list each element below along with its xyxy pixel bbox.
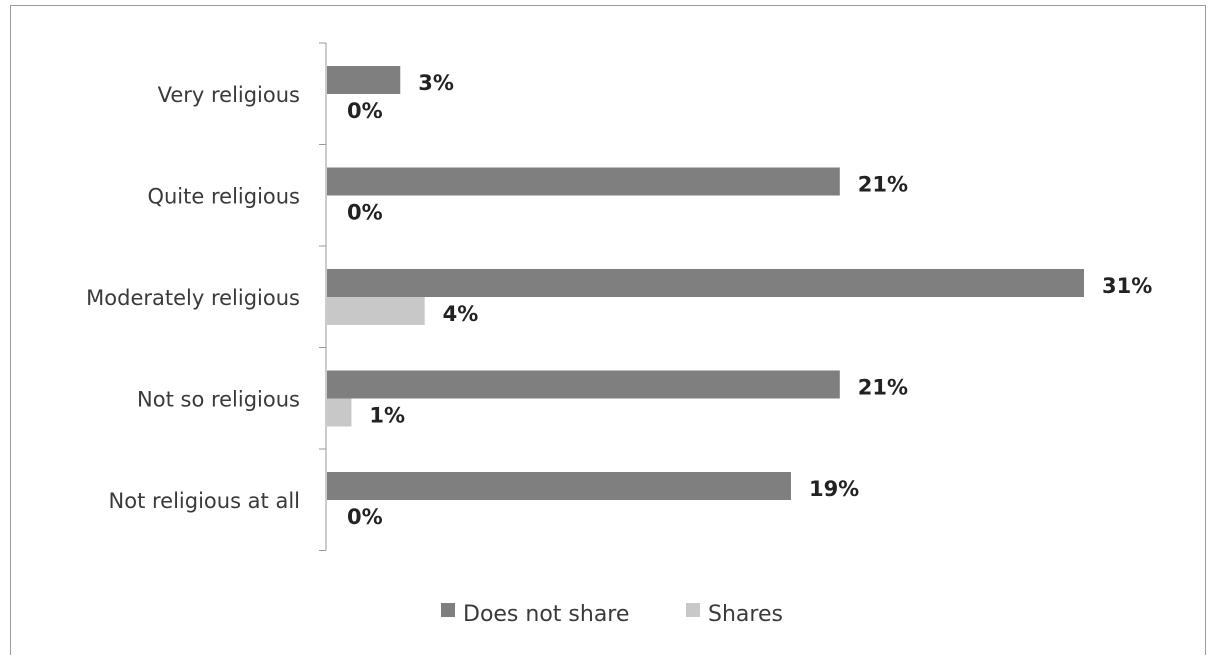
bar-does-not-share-moderately-religious — [327, 269, 1084, 297]
category-labels: Very religious Quite religious Moderately … — [86, 83, 300, 513]
legend-label-does-not-share: Does not share — [463, 602, 629, 627]
category-label-very-religious: Very religious — [158, 83, 300, 107]
bar-does-not-share-quite-religious — [327, 167, 840, 196]
bars — [327, 66, 1084, 500]
value-label-shares-moderately-religious: 4% — [443, 302, 479, 326]
value-label-does-not-share-quite-religious: 21% — [858, 173, 908, 197]
legend: Does not share Shares — [441, 602, 783, 627]
legend-swatch-shares — [686, 603, 700, 617]
value-label-does-not-share-moderately-religious: 31% — [1102, 274, 1152, 298]
value-label-does-not-share-very-religious: 3% — [418, 71, 454, 95]
category-label-not-religious-at-all: Not religious at all — [109, 489, 300, 513]
category-axis — [319, 42, 327, 551]
value-labels: 3% 0% 21% 0% 31% 4% 21% 1% 19% 0% — [347, 71, 1152, 529]
bar-shares-moderately-religious — [327, 297, 425, 325]
bar-shares-not-so-religious — [327, 398, 352, 427]
legend-swatch-does-not-share — [441, 603, 455, 617]
chart-frame — [10, 5, 1206, 655]
legend-label-shares: Shares — [708, 602, 783, 627]
bar-does-not-share-very-religious — [327, 66, 401, 94]
bar-does-not-share-not-religious-at-all — [327, 472, 791, 500]
value-label-shares-not-religious-at-all: 0% — [347, 505, 383, 529]
category-label-quite-religious: Quite religious — [147, 184, 300, 208]
category-label-moderately-religious: Moderately religious — [86, 286, 300, 310]
value-label-shares-not-so-religious: 1% — [369, 404, 405, 428]
category-label-not-so-religious: Not so religious — [137, 387, 300, 411]
value-label-shares-very-religious: 0% — [347, 99, 383, 123]
value-label-shares-quite-religious: 0% — [347, 201, 383, 225]
value-label-does-not-share-not-so-religious: 21% — [858, 376, 908, 400]
bar-does-not-share-not-so-religious — [327, 370, 840, 399]
value-label-does-not-share-not-religious-at-all: 19% — [809, 477, 859, 501]
